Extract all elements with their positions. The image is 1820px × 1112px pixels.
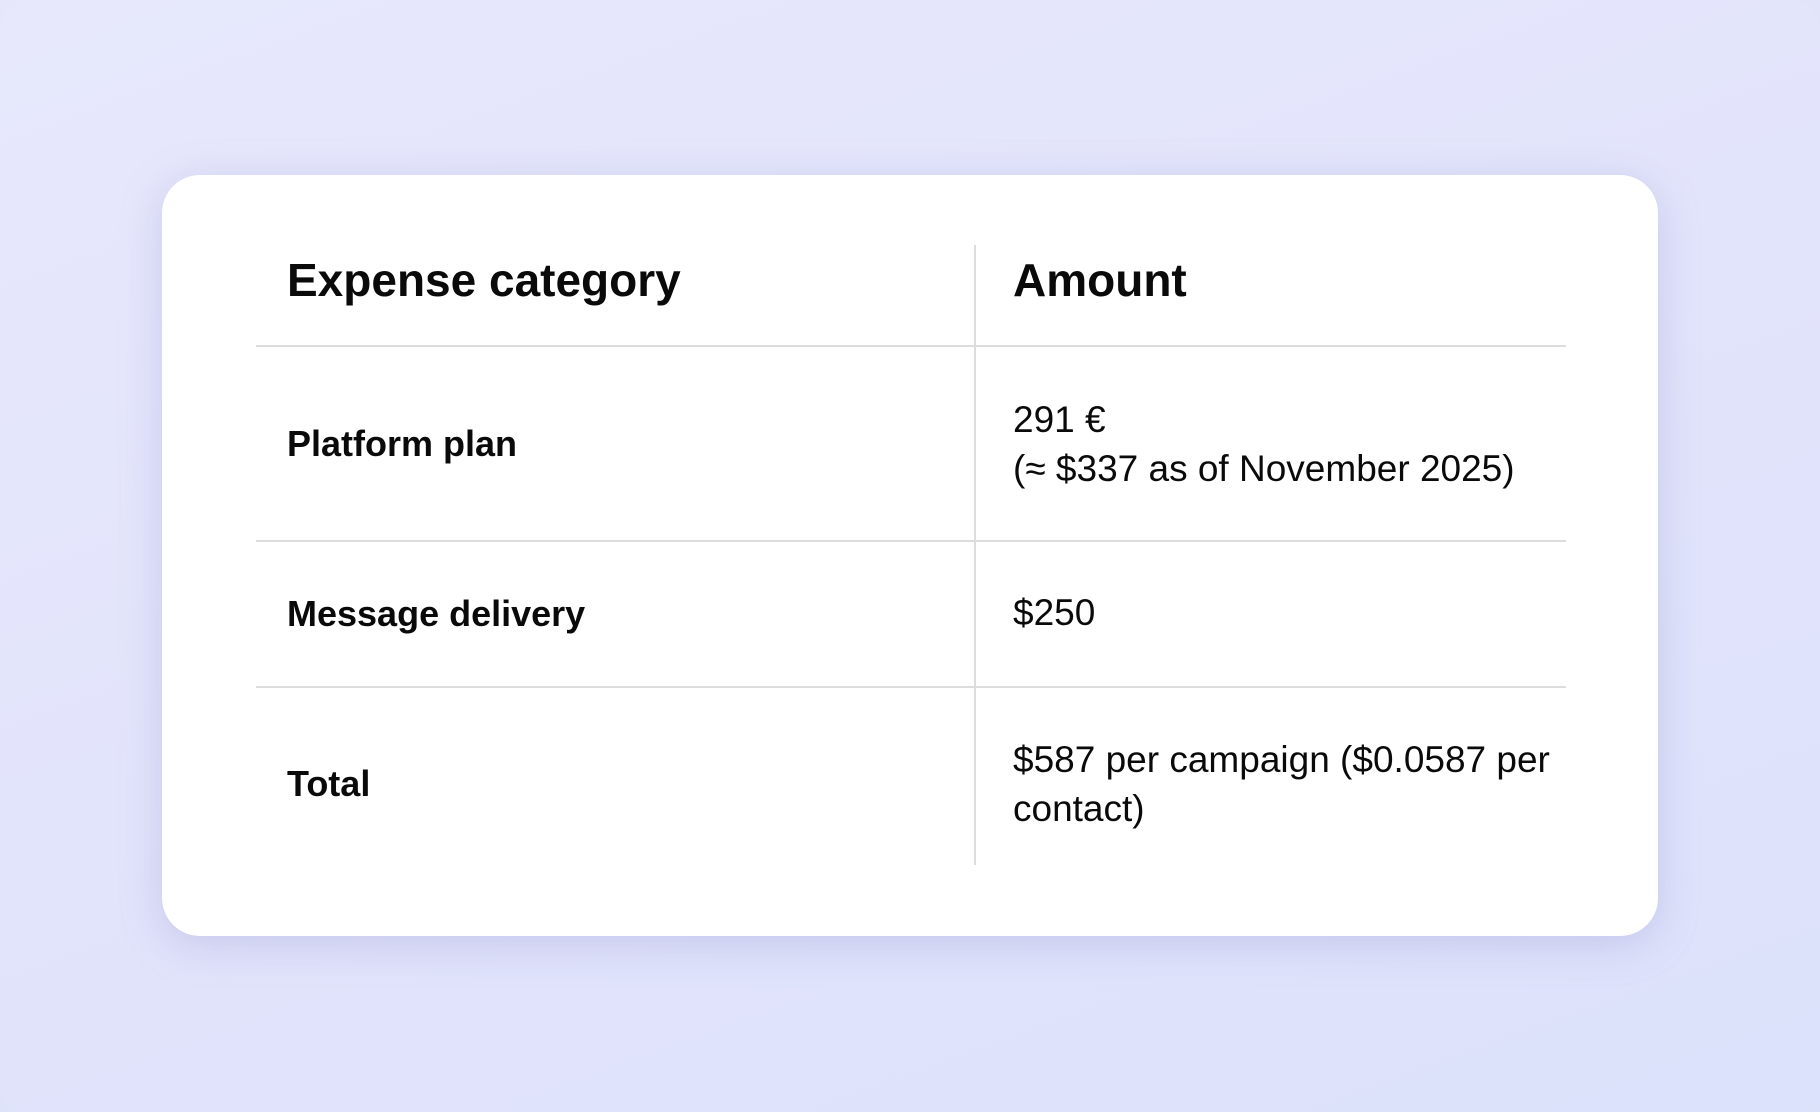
row-divider: [256, 686, 1566, 688]
amount-usd-equivalent: (≈ $337 as of November 2025): [1013, 448, 1515, 489]
column-divider: [974, 245, 976, 865]
row-platform-plan-amount: 291 € (≈ $337 as of November 2025): [1013, 395, 1573, 493]
row-platform-plan-category: Platform plan: [287, 423, 518, 464]
row-divider: [256, 540, 1566, 542]
expense-table-card: Expense category Amount Platform plan 29…: [162, 175, 1658, 936]
row-total-category: Total: [287, 763, 371, 804]
row-divider: [256, 345, 1566, 347]
row-total-amount: $587 per campaign ($0.0587 per contact): [1013, 739, 1550, 829]
amount-euro: 291 €: [1013, 399, 1106, 440]
header-amount: Amount: [1013, 254, 1187, 306]
header-expense-category: Expense category: [287, 254, 681, 306]
row-message-delivery-amount: $250: [1013, 592, 1096, 633]
row-message-delivery-category: Message delivery: [287, 593, 586, 634]
